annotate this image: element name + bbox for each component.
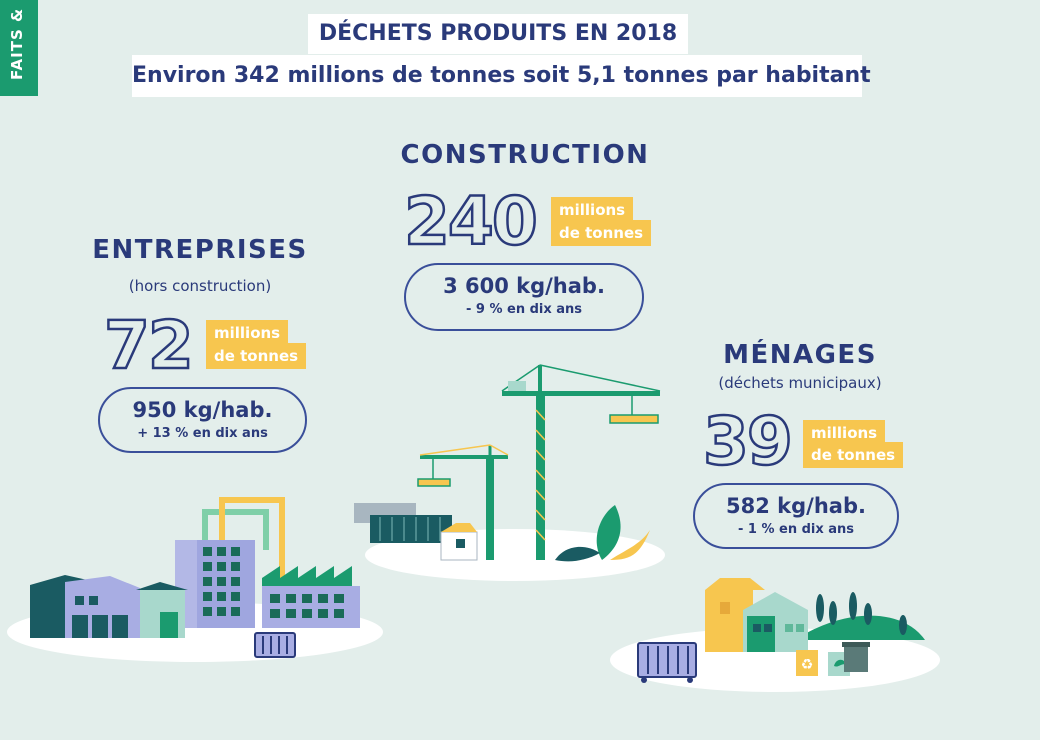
construction-unit-line2: de tonnes <box>551 220 652 246</box>
svg-text:♻: ♻ <box>801 657 814 673</box>
menages-title: MÉNAGES <box>723 340 877 370</box>
menages-value: 39 <box>702 402 794 482</box>
menages-note: (déchets municipaux) <box>718 374 882 392</box>
construction-illustration <box>354 364 665 581</box>
entreprises-unit-line2: de tonnes <box>206 343 307 369</box>
entreprises-pill: 950 kg/hab. + 13 % en dix ans <box>98 387 307 453</box>
construction-pill: 3 600 kg/hab. - 9 % en dix ans <box>404 263 644 331</box>
construction-evolution: - 9 % en dix ans <box>465 302 583 317</box>
container-icon <box>370 515 452 543</box>
entreprises-evolution: + 13 % en dix ans <box>137 426 268 441</box>
menages-pill: 582 kg/hab. - 1 % en dix ans <box>693 483 899 549</box>
crane-icon <box>486 455 494 560</box>
construction-per-capita: 3 600 kg/hab. <box>443 274 605 298</box>
construction-value: 240 <box>403 182 539 262</box>
menages-unit-line1: millions <box>803 420 886 446</box>
entreprises-per-capita: 950 kg/hab. <box>132 398 273 422</box>
entreprises-value: 72 <box>103 306 195 386</box>
side-tab: FAITS & <box>0 0 38 96</box>
construction-title: CONSTRUCTION <box>400 140 650 170</box>
crane-icon <box>536 395 545 560</box>
entreprises-unit-line1: millions <box>206 320 289 346</box>
menages-unit-line2: de tonnes <box>803 442 904 468</box>
entreprises-note: (hors construction) <box>128 277 272 295</box>
menages-evolution: - 1 % en dix ans <box>737 522 855 537</box>
side-tab-label: FAITS & <box>8 7 26 80</box>
page-title: DÉCHETS PRODUITS EN 2018 <box>308 14 688 54</box>
page-subtitle: Environ 342 millions de tonnes soit 5,1 … <box>132 55 871 97</box>
construction-unit-line1: millions <box>551 197 634 223</box>
pipe-icon <box>219 497 285 580</box>
trash-bin-icon <box>844 646 868 672</box>
menages-per-capita: 582 kg/hab. <box>726 494 866 518</box>
recycling-bin-icon <box>796 650 818 676</box>
entreprises-title: ENTREPRISES <box>92 235 308 265</box>
factory-illustration <box>7 497 383 662</box>
factory-building <box>262 586 360 628</box>
dumpster-icon <box>254 632 296 658</box>
plant-icon <box>596 505 621 560</box>
household-illustration: ♻ <box>610 578 940 692</box>
